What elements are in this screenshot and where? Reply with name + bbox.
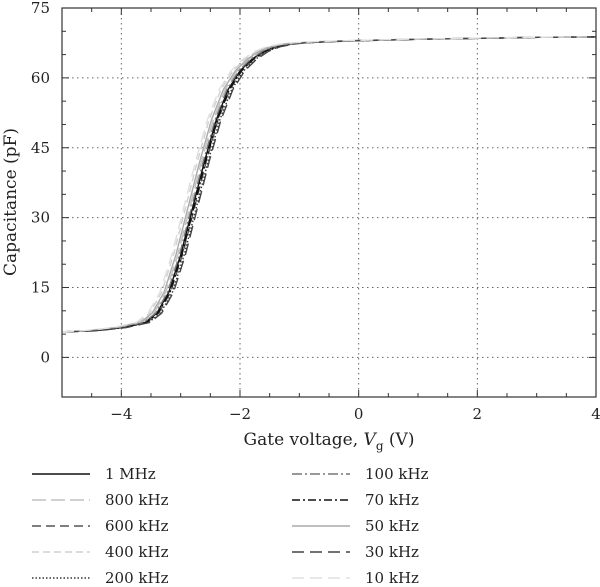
- x-tick-label: 0: [354, 405, 364, 423]
- series-line: [63, 36, 597, 333]
- x-axis-label-unit: (V): [384, 430, 415, 450]
- y-tick-label: 0: [40, 348, 50, 366]
- series-line: [66, 36, 597, 333]
- legend: 1 MHz 800 kHz 600 kHz 400 kHz 200 kHz 100 kHz…: [32, 465, 429, 587]
- x-tick-label: −2: [229, 405, 251, 423]
- y-tick-label: 75: [31, 0, 50, 17]
- series-line: [65, 36, 597, 333]
- series-line: [61, 36, 595, 333]
- y-axis-label: Capacitance (pF): [1, 128, 21, 276]
- legend-label: 200 kHz: [105, 569, 169, 587]
- x-tick-label: 4: [591, 405, 600, 423]
- grid: [62, 8, 596, 397]
- y-tick-label: 60: [31, 69, 50, 87]
- legend-label: 50 kHz: [365, 517, 419, 535]
- legend-label: 600 kHz: [105, 517, 169, 535]
- legend-label: 800 kHz: [105, 491, 169, 509]
- tick-labels: −4 −2 0 2 4 0 15 30 45 60 75: [31, 0, 600, 423]
- x-axis-label: Gate voltage, Vg (V): [244, 430, 415, 453]
- series-line: [61, 36, 588, 333]
- plot-frame: [61, 7, 597, 398]
- legend-label: 1 MHz: [105, 465, 156, 483]
- legend-label: 70 kHz: [365, 491, 419, 509]
- x-axis-label-subscript: g: [376, 439, 384, 453]
- series-line: [61, 36, 589, 333]
- legend-label: 10 kHz: [365, 569, 419, 587]
- x-tick-label: 2: [473, 405, 483, 423]
- x-tick-label: −4: [110, 405, 132, 423]
- y-tick-label: 45: [31, 139, 50, 157]
- legend-label: 100 kHz: [365, 465, 429, 483]
- legend-label: 30 kHz: [365, 543, 419, 561]
- legend-label: 400 kHz: [105, 543, 169, 561]
- x-axis-label-prefix: Gate voltage,: [244, 430, 364, 450]
- y-tick-label: 15: [31, 279, 50, 297]
- y-tick-label: 30: [31, 209, 50, 227]
- axis-ticks: [61, 7, 597, 397]
- series-line: [61, 36, 592, 333]
- x-axis-label-variable: V: [364, 430, 378, 450]
- series-lines: [61, 36, 597, 333]
